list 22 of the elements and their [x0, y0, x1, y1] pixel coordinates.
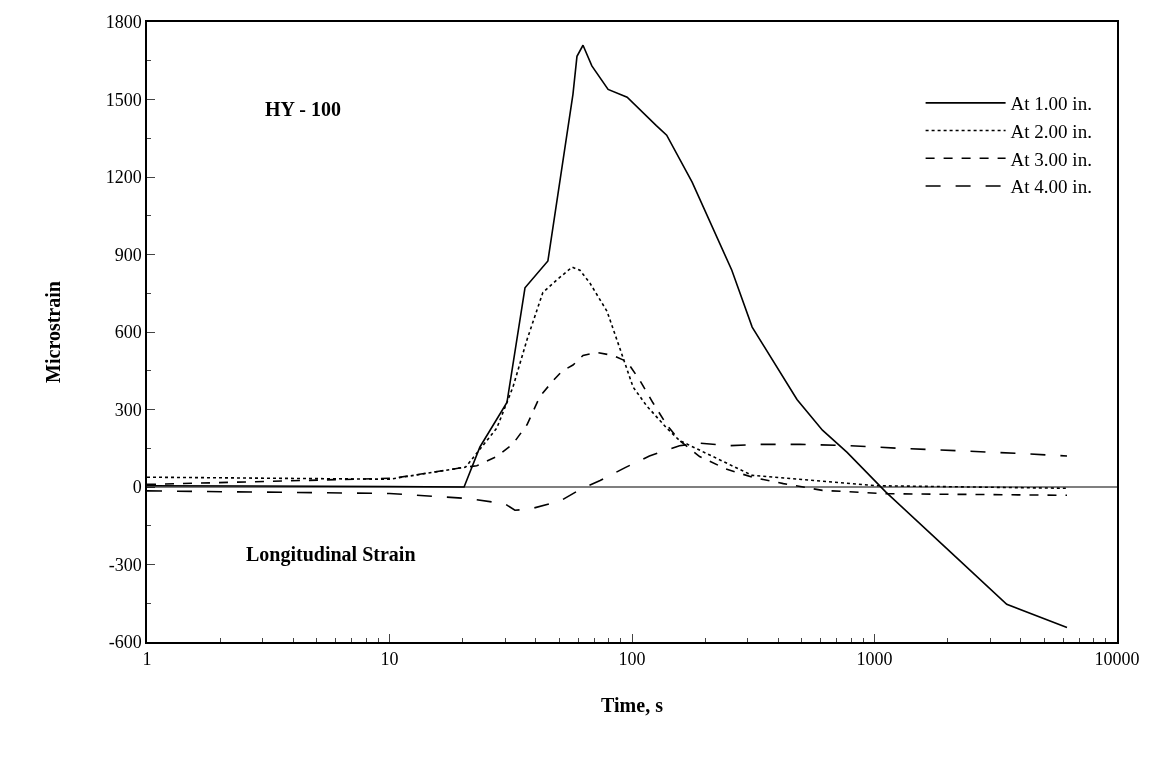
y-tick-label: 900 [114, 244, 142, 265]
x-tick-label: 10000 [1094, 649, 1140, 670]
legend-label: At 1.00 in. [1010, 93, 1092, 115]
x-tick-label: 1000 [856, 649, 893, 670]
y-tick-label: -300 [108, 554, 142, 575]
y-tick-label: 600 [114, 322, 142, 343]
x-tick-label: 1 [142, 649, 152, 670]
x-axis-title: Time, s [601, 694, 664, 717]
annotation: HY - 100 [265, 98, 341, 120]
y-axis-title: Microstrain [41, 281, 64, 383]
y-tick-label: 1200 [105, 167, 142, 188]
x-tick-label: 10 [380, 649, 399, 670]
legend-label: At 3.00 in. [1010, 148, 1092, 170]
y-tick-label: 1500 [105, 89, 142, 110]
legend-label: At 4.00 in. [1010, 176, 1092, 198]
y-tick-label: 0 [132, 477, 142, 498]
y-tick-label: 1800 [105, 12, 142, 33]
y-tick-label: 300 [114, 399, 142, 420]
annotation: Longitudinal Strain [246, 543, 416, 566]
legend-label: At 2.00 in. [1010, 120, 1092, 142]
x-tick-label: 100 [618, 649, 646, 670]
y-tick-label: -600 [108, 632, 142, 653]
